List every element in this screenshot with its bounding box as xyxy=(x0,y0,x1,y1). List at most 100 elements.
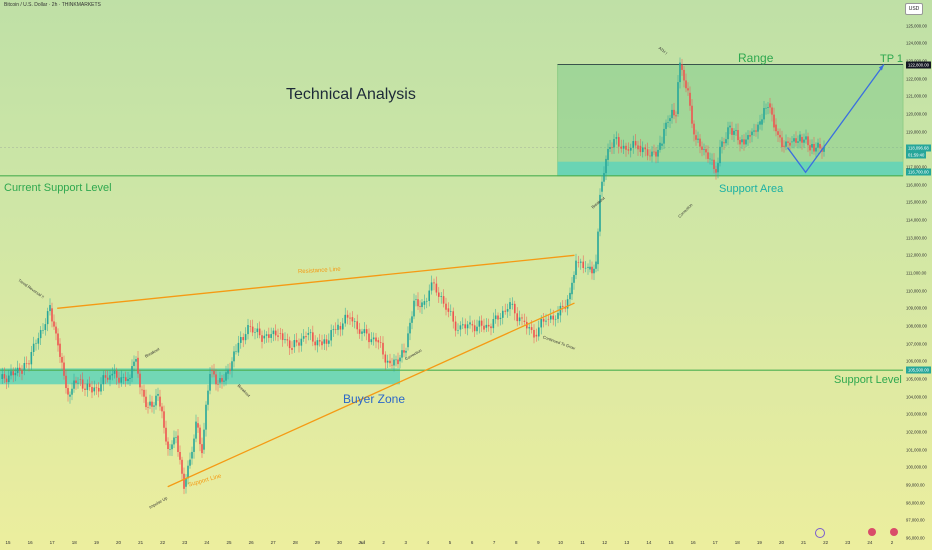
candle-body xyxy=(711,159,713,161)
candle-body xyxy=(32,343,35,352)
candle-body xyxy=(293,340,296,348)
price-flag: 01:59:40 xyxy=(906,151,927,159)
flag-icon-2[interactable] xyxy=(890,528,898,536)
price-tick-label: 112,000.00 xyxy=(906,252,927,258)
candle-body xyxy=(423,301,426,305)
candle-body xyxy=(701,146,703,150)
candle-body xyxy=(611,147,613,148)
candle-body xyxy=(203,429,205,450)
flag-icon-1[interactable] xyxy=(868,528,876,536)
candle-body xyxy=(370,339,373,343)
candle-body xyxy=(562,305,564,307)
candle-body xyxy=(102,375,105,385)
candle-body xyxy=(577,262,580,263)
candle-body xyxy=(55,326,57,334)
candle-body xyxy=(464,324,466,329)
price-tick-label: 124,000.00 xyxy=(906,40,927,46)
support-level-label: Support Level xyxy=(834,374,902,386)
candle-body xyxy=(442,296,445,304)
candle-body xyxy=(104,375,107,378)
resistance-trendline xyxy=(57,254,575,309)
time-tick-label: 25 xyxy=(226,540,232,545)
price-tick-label: 100,000.00 xyxy=(906,464,927,470)
candle-body xyxy=(21,370,23,374)
candle-body xyxy=(44,324,47,331)
candle-body xyxy=(707,152,709,159)
candle-body xyxy=(741,139,743,143)
price-flag: 105,500.00 xyxy=(906,366,931,374)
candle-body xyxy=(627,149,630,151)
candle-body xyxy=(242,337,244,341)
candle-body xyxy=(95,387,98,389)
candle-body xyxy=(307,333,310,335)
candle-body xyxy=(91,386,93,393)
price-tick-label: 104,000.00 xyxy=(906,394,927,400)
candle-body xyxy=(84,388,86,390)
price-tick-label: 97,000.00 xyxy=(906,517,925,523)
time-tick-label: 18 xyxy=(734,540,740,545)
candle-body xyxy=(279,333,282,334)
replay-icon[interactable] xyxy=(815,528,825,538)
candle-body xyxy=(757,124,759,132)
candle-body xyxy=(819,144,821,149)
time-tick-label: 29 xyxy=(314,540,320,545)
price-tick-label: 105,000.00 xyxy=(906,376,927,382)
candle-body xyxy=(506,309,509,312)
candle-body xyxy=(749,135,751,137)
candle-body xyxy=(314,341,316,346)
candle-body xyxy=(717,163,719,173)
candle-body xyxy=(100,384,102,392)
buyer-zone-label: Buyer Zone xyxy=(343,392,406,406)
candle-body xyxy=(149,401,151,406)
candle-body xyxy=(753,130,755,132)
candle-body xyxy=(743,139,745,145)
candle-body xyxy=(185,478,187,487)
candle-body xyxy=(771,107,773,115)
candle-body xyxy=(644,147,646,150)
candle-body xyxy=(476,326,478,332)
candle-body xyxy=(281,333,284,341)
candle-body xyxy=(35,343,37,344)
candle-body xyxy=(559,305,562,316)
price-tick-label: 109,000.00 xyxy=(906,305,927,311)
candle-body xyxy=(379,342,382,343)
candle-body xyxy=(411,316,413,323)
candle-body xyxy=(153,405,155,407)
candle-body xyxy=(177,435,179,452)
candle-body xyxy=(321,341,323,346)
candle-body xyxy=(201,444,203,454)
candle-body xyxy=(244,334,247,341)
candle-body xyxy=(699,138,701,147)
time-tick-label: 8 xyxy=(515,540,518,545)
candle-body xyxy=(79,379,82,380)
candle-body xyxy=(183,473,185,489)
candle-body xyxy=(358,329,361,334)
candle-body xyxy=(16,367,19,374)
candle-body xyxy=(137,357,139,374)
currency-button[interactable]: USD xyxy=(905,3,923,15)
candle-body xyxy=(775,124,777,132)
candle-body xyxy=(615,137,618,139)
candle-body xyxy=(805,136,807,140)
candle-body xyxy=(471,324,474,326)
candle-body xyxy=(504,310,506,312)
candle-body xyxy=(745,139,747,145)
candle-body xyxy=(272,330,275,335)
candle-body xyxy=(67,388,69,395)
candle-body xyxy=(713,159,715,170)
candle-body xyxy=(599,194,601,232)
candle-body xyxy=(421,302,423,308)
candle-body xyxy=(254,332,256,333)
candle-body xyxy=(169,449,171,450)
candle-body xyxy=(811,143,813,148)
candle-body xyxy=(401,350,403,358)
time-tick-label: 28 xyxy=(292,540,298,545)
candle-body xyxy=(675,115,677,117)
candle-body xyxy=(300,338,303,346)
candle-body xyxy=(697,138,699,140)
candle-body xyxy=(705,149,707,153)
candle-body xyxy=(207,390,209,405)
candle-body xyxy=(605,158,607,174)
